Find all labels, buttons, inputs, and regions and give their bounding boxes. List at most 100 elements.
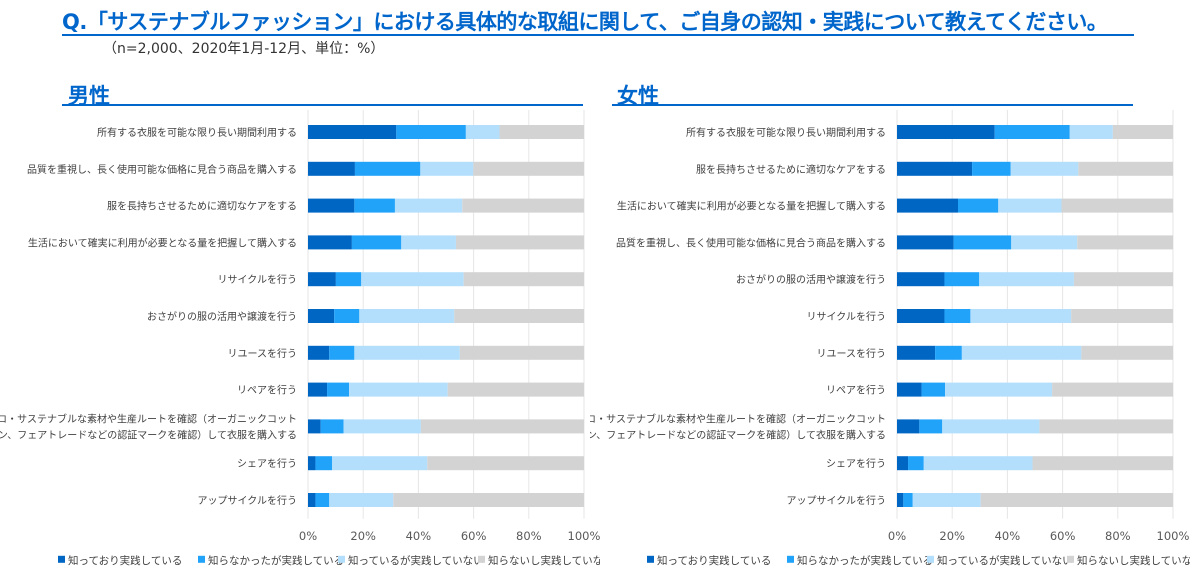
bar-segment bbox=[897, 309, 945, 323]
category-label: 品質を重視し、長く使用可能な価格に見合う商品を購入する bbox=[616, 236, 886, 249]
category-label: ン、フェアトレードなどの認証マークを確認）して衣服を購入する bbox=[590, 428, 886, 441]
bar-segment bbox=[912, 493, 981, 507]
bar-segment bbox=[349, 382, 448, 397]
bar-segment bbox=[1039, 419, 1173, 434]
legend-label: 知らなかったが実践している bbox=[797, 554, 933, 567]
legend-label: 知っており実践している bbox=[657, 554, 771, 567]
x-tick-label: 60% bbox=[1050, 529, 1076, 543]
bar-segment bbox=[329, 345, 355, 360]
bar-segment bbox=[921, 382, 946, 397]
x-tick-label: 80% bbox=[1105, 529, 1131, 543]
bar-segment bbox=[308, 272, 336, 287]
legend-swatch bbox=[927, 555, 934, 563]
x-tick-label: 60% bbox=[461, 529, 487, 543]
bar-segment bbox=[897, 382, 922, 397]
bar-segment bbox=[1073, 272, 1173, 287]
legend-swatch bbox=[478, 555, 485, 563]
x-tick-label: 0% bbox=[888, 529, 906, 543]
category-label: リユースを行う bbox=[228, 347, 298, 360]
title-underline bbox=[62, 34, 1134, 36]
category-label: 所有する衣服を可能な限り長い期間利用する bbox=[686, 126, 886, 139]
bar-segment bbox=[908, 456, 924, 471]
page-subtitle: （n=2,000、2020年1月-12月、単位：%） bbox=[103, 41, 385, 57]
bar-segment bbox=[953, 235, 1012, 250]
bar-segment bbox=[1069, 125, 1113, 139]
bar-segment bbox=[1052, 382, 1173, 397]
category-label: リユースを行う bbox=[817, 347, 887, 360]
bar-segment bbox=[335, 272, 362, 287]
bar-segment bbox=[935, 345, 962, 360]
bar-segment bbox=[427, 456, 584, 471]
bar-segment bbox=[897, 161, 973, 176]
bar-segment bbox=[401, 235, 456, 250]
bar-segment bbox=[897, 198, 958, 213]
bar-segment bbox=[979, 272, 1074, 287]
bar-segment bbox=[327, 382, 350, 397]
bar-segment bbox=[308, 125, 397, 139]
bar-segment bbox=[308, 456, 316, 471]
bar-segment bbox=[308, 382, 328, 397]
legend-label: 知らなかったが実践している bbox=[208, 554, 344, 567]
bar-segment bbox=[454, 309, 584, 323]
bar-segment bbox=[459, 345, 584, 360]
bar-segment bbox=[1010, 161, 1079, 176]
bar-segment bbox=[944, 309, 971, 323]
bar-segment bbox=[998, 198, 1062, 213]
bar-segment bbox=[1077, 235, 1173, 250]
bar-segment bbox=[473, 161, 584, 176]
bar-segment bbox=[1078, 161, 1173, 176]
legend-swatch bbox=[338, 555, 345, 563]
bar-segment bbox=[308, 309, 335, 323]
bar-segment bbox=[903, 493, 913, 507]
category-label: シェアを行う bbox=[826, 457, 886, 470]
bar-segment bbox=[308, 419, 321, 434]
chart-title-underline-female bbox=[612, 104, 1133, 106]
bar-segment bbox=[1032, 456, 1173, 471]
category-label: アップサイクルを行う bbox=[787, 494, 887, 507]
bar-segment bbox=[945, 382, 1053, 397]
x-tick-label: 100% bbox=[568, 529, 600, 543]
bar-segment bbox=[308, 345, 330, 360]
bar-segment bbox=[1011, 235, 1078, 250]
bar-segment bbox=[354, 345, 460, 360]
bar-segment bbox=[972, 161, 1011, 176]
bar-segment bbox=[334, 309, 360, 323]
legend-swatch bbox=[787, 555, 794, 563]
chart-male: 0% 20% 40% 60% 80% 100% 所有する衣服を可能な限り長い期間利用する品質… bbox=[0, 110, 600, 567]
legend-label: 知っているが実践していない bbox=[348, 554, 484, 567]
bar-segment bbox=[308, 161, 355, 176]
x-tick-label: 0% bbox=[299, 529, 317, 543]
category-label: 服を長持ちさせるために適切なケアをする bbox=[107, 200, 297, 213]
bar-segment bbox=[1081, 345, 1173, 360]
bar-segment bbox=[393, 493, 584, 507]
x-tick-label: 80% bbox=[516, 529, 542, 543]
bar-segment bbox=[919, 419, 943, 434]
legend-swatch bbox=[198, 555, 205, 563]
legend-label: 知っており実践している bbox=[68, 554, 182, 567]
category-label: リペアを行う bbox=[237, 384, 297, 397]
bar-segment bbox=[897, 493, 904, 507]
bar-segment bbox=[897, 456, 909, 471]
category-label: 生活において確実に利用が必要となる量を把握して購入する bbox=[617, 200, 886, 213]
bar-segment bbox=[361, 272, 464, 287]
bar-segment bbox=[462, 198, 584, 213]
x-tick-label: 40% bbox=[995, 529, 1021, 543]
bar-segment bbox=[308, 235, 352, 250]
bar-segment bbox=[315, 493, 330, 507]
bar-segment bbox=[308, 493, 316, 507]
bar-segment bbox=[315, 456, 333, 471]
category-label: エコ・サステナブルな素材や生産ルートを確認（オーガニックコット bbox=[0, 412, 297, 425]
category-label: ン、フェアトレードなどの認証マークを確認）して衣服を購入する bbox=[0, 428, 297, 441]
category-label: シェアを行う bbox=[237, 457, 297, 470]
bar-segment bbox=[396, 125, 466, 139]
category-label: 品質を重視し、長く使用可能な価格に見合う商品を購入する bbox=[27, 163, 297, 176]
bar-segment bbox=[447, 382, 584, 397]
category-label: アップサイクルを行う bbox=[198, 494, 298, 507]
bar-segment bbox=[897, 419, 920, 434]
category-label: リサイクルを行う bbox=[218, 273, 298, 286]
legend-label: 知らないし実践していない bbox=[488, 554, 600, 567]
bar-segment bbox=[1061, 198, 1173, 213]
bar-segment bbox=[499, 125, 584, 139]
bar-segment bbox=[465, 125, 500, 139]
legend-swatch bbox=[1067, 555, 1074, 563]
